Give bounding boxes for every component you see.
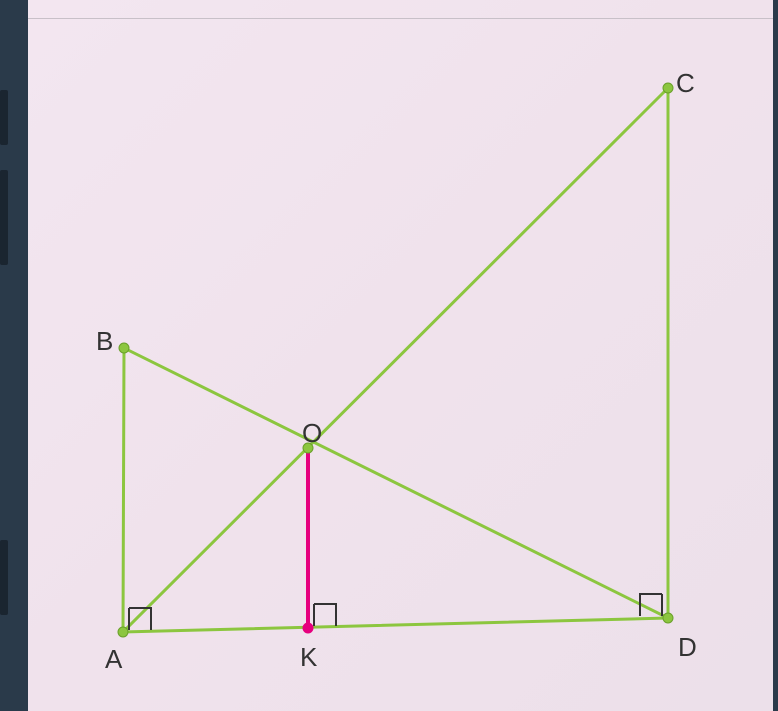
device-side-button [0,90,8,145]
screen: A B C D O K [28,0,773,711]
device-side-button [0,170,8,265]
right-angle-marker [129,608,151,630]
device-side-button [0,540,8,615]
point-label-K: K [300,642,317,673]
device-frame: A B C D O K [0,0,778,711]
right-angle-marker [314,604,336,626]
point-label-D: D [678,632,697,663]
geometry-diagram [28,0,773,711]
point-label-O: O [302,418,322,449]
point-label-B: B [96,326,113,357]
point-label-A: A [105,644,122,675]
point-label-C: C [676,68,695,99]
